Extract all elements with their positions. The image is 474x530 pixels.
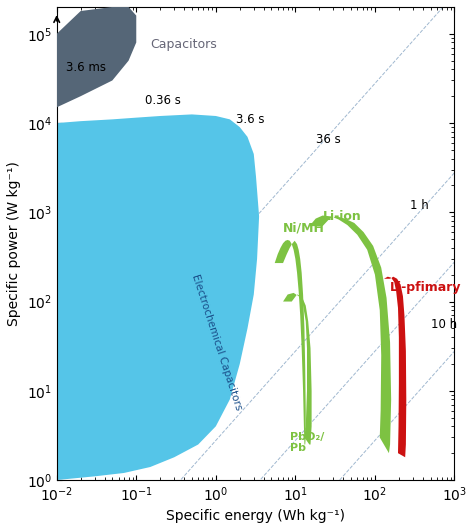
Text: 10 h: 10 h	[430, 318, 456, 331]
Text: PbO₂/
Pb: PbO₂/ Pb	[290, 431, 324, 453]
Y-axis label: Specific power (W kg⁻¹): Specific power (W kg⁻¹)	[7, 161, 21, 326]
Text: 36 s: 36 s	[316, 133, 340, 146]
Text: Li-pfimary: Li-pfimary	[390, 281, 462, 294]
Text: Capacitors: Capacitors	[150, 39, 217, 51]
Text: Ni/MH: Ni/MH	[283, 222, 325, 235]
Text: 3.6 s: 3.6 s	[236, 113, 264, 126]
Text: Electrochemical Capacitors: Electrochemical Capacitors	[191, 273, 244, 412]
Polygon shape	[57, 7, 136, 108]
Polygon shape	[310, 216, 391, 453]
Polygon shape	[283, 293, 311, 445]
Polygon shape	[275, 240, 306, 445]
Polygon shape	[384, 277, 406, 457]
X-axis label: Specific energy (Wh kg⁻¹): Specific energy (Wh kg⁻¹)	[166, 509, 345, 523]
Polygon shape	[57, 114, 259, 480]
Text: 1 h: 1 h	[410, 199, 429, 212]
Text: Li-ion: Li-ion	[323, 210, 361, 224]
Text: 3.6 ms: 3.6 ms	[66, 61, 106, 74]
Text: 0.36 s: 0.36 s	[146, 94, 181, 107]
